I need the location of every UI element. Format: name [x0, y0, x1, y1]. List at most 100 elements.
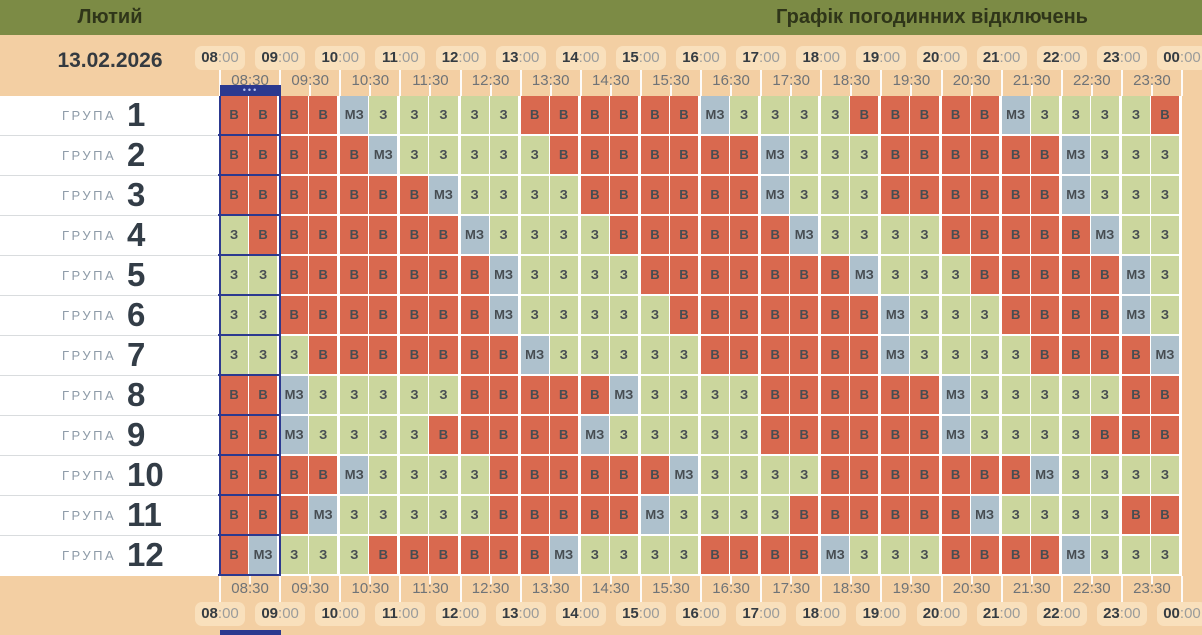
- hour-tick: [940, 576, 943, 604]
- schedule-cell: В: [761, 296, 790, 334]
- schedule-cell: МЗ: [549, 536, 578, 574]
- schedule-cell: З: [881, 256, 910, 294]
- schedule-cell: З: [1030, 496, 1059, 534]
- schedule-cell: МЗ: [1090, 216, 1119, 254]
- schedule-cell: В: [881, 96, 910, 134]
- schedule-cell: В: [400, 216, 429, 254]
- schedule-cell: В: [790, 536, 819, 574]
- hour-tick: [1181, 576, 1183, 604]
- schedule-cell: З: [520, 136, 549, 174]
- group-word: ГРУПА: [62, 188, 117, 203]
- schedule-cell: В: [850, 376, 879, 414]
- schedule-cell: З: [1090, 496, 1119, 534]
- schedule-cell: З: [730, 376, 759, 414]
- group-row-label: ГРУПА 5: [0, 256, 220, 294]
- schedule-cell: З: [549, 176, 578, 214]
- schedule-cell: В: [369, 216, 398, 254]
- schedule-cell: З: [249, 336, 278, 374]
- schedule-cell: В: [910, 376, 939, 414]
- half-hour-tick: [549, 576, 552, 584]
- group-word: ГРУПА: [62, 108, 117, 123]
- schedule-cell: В: [941, 216, 970, 254]
- schedule-cell: В: [340, 256, 369, 294]
- schedule-cell: В: [941, 536, 970, 574]
- half-hour-label: 15:30: [652, 72, 690, 89]
- hour-label: 13:00: [495, 602, 546, 626]
- schedule-cell: В: [910, 416, 939, 454]
- schedule-cell: З: [429, 376, 458, 414]
- schedule-cell: З: [730, 456, 759, 494]
- group-row-label: ГРУПА 6: [0, 296, 220, 334]
- schedule-cell: З: [460, 496, 489, 534]
- schedule-cell: В: [429, 216, 458, 254]
- schedule-cell: В: [549, 456, 578, 494]
- hour-tick: [519, 576, 522, 604]
- hour-tick: [700, 61, 702, 96]
- schedule-cell: З: [489, 176, 518, 214]
- schedule-cell: В: [1090, 336, 1119, 374]
- schedule-cell: З: [850, 536, 879, 574]
- schedule-cell: З: [1150, 216, 1179, 254]
- hour-tick: [1000, 61, 1003, 96]
- half-hour-tick: [669, 84, 672, 96]
- schedule-cell: З: [369, 96, 398, 134]
- hour-label: 16:00: [676, 46, 726, 70]
- hour-label: 19:00: [856, 602, 907, 626]
- schedule-cell: З: [1150, 256, 1179, 294]
- schedule-cell: З: [910, 296, 939, 334]
- schedule-cell: З: [429, 96, 458, 134]
- schedule-cell: В: [1150, 96, 1179, 134]
- schedule-cell: В: [280, 216, 309, 254]
- half-hour-tick: [1090, 576, 1093, 584]
- schedule-cell: В: [580, 376, 609, 414]
- schedule-cell: З: [761, 496, 790, 534]
- schedule-cell: В: [220, 496, 249, 534]
- schedule-cell: З: [580, 336, 609, 374]
- schedule-cell: З: [941, 296, 970, 334]
- schedule-cell: МЗ: [701, 96, 730, 134]
- schedule-cell: В: [640, 456, 669, 494]
- half-hour-label: 10:30: [351, 72, 390, 89]
- half-hour-label: 18:30: [832, 580, 871, 597]
- hour-tick: [1181, 61, 1183, 96]
- schedule-cell: В: [821, 416, 850, 454]
- schedule-cell: В: [669, 296, 698, 334]
- hour-tick: [399, 61, 402, 96]
- schedule-cell: В: [970, 256, 999, 294]
- schedule-cell: З: [850, 136, 879, 174]
- schedule-cell: В: [580, 96, 609, 134]
- half-hour-label: 20:30: [952, 72, 991, 89]
- schedule-cell: В: [640, 136, 669, 174]
- schedule-cell: В: [580, 496, 609, 534]
- group-row-label: ГРУПА 10: [0, 456, 220, 494]
- row-divider: [0, 294, 219, 296]
- schedule-cell: В: [280, 136, 309, 174]
- schedule-cell: В: [1001, 536, 1030, 574]
- schedule-cell: З: [970, 296, 999, 334]
- schedule-cell: В: [549, 96, 578, 134]
- schedule-cell: В: [1150, 496, 1179, 534]
- half-hour-label: 16:30: [712, 580, 750, 597]
- schedule-cell: З: [1061, 376, 1090, 414]
- hour-tick: [459, 576, 462, 604]
- schedule-cell: МЗ: [941, 416, 970, 454]
- schedule-cell: В: [609, 136, 638, 174]
- schedule-cell: З: [369, 376, 398, 414]
- schedule-cell: В: [1121, 376, 1150, 414]
- schedule-cell: З: [761, 456, 790, 494]
- group-word: ГРУПА: [62, 548, 117, 563]
- group-word: ГРУПА: [62, 148, 117, 163]
- schedule-cell: В: [340, 216, 369, 254]
- group-number: 8: [127, 376, 146, 413]
- half-hour-label: 17:30: [772, 72, 810, 89]
- group-row-label: ГРУПА 7: [0, 336, 220, 374]
- schedule-cell: В: [520, 456, 549, 494]
- schedule-cell: З: [1150, 296, 1179, 334]
- schedule-cell: В: [1001, 256, 1030, 294]
- schedule-cell: З: [881, 536, 910, 574]
- group-word: ГРУПА: [62, 308, 117, 323]
- schedule-cell: В: [970, 176, 999, 214]
- schedule-cell: В: [400, 176, 429, 214]
- schedule-cell: В: [910, 176, 939, 214]
